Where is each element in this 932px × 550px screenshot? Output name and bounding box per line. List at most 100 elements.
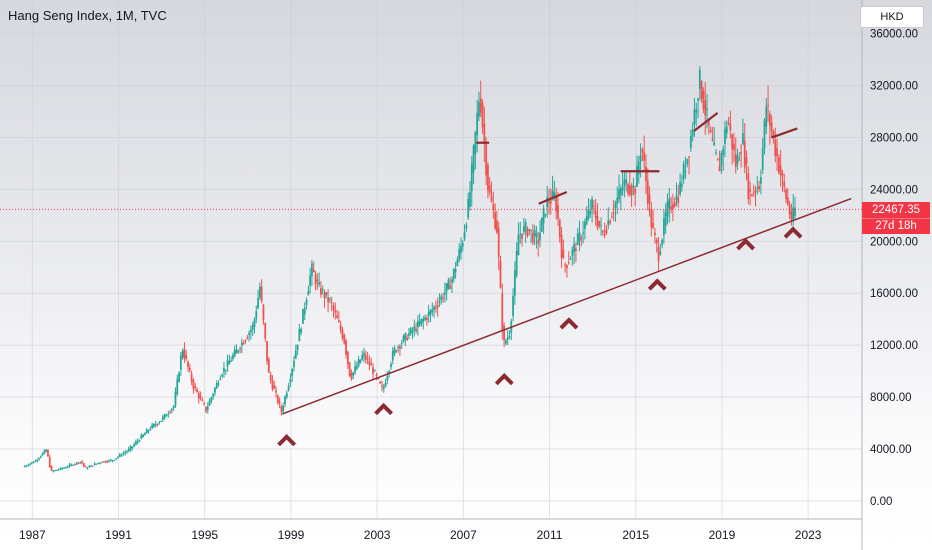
candle-body xyxy=(535,233,538,238)
candle-body xyxy=(224,369,227,371)
candle-body xyxy=(382,386,385,390)
candle-body xyxy=(88,466,91,468)
candle-body xyxy=(575,248,577,251)
candle-body xyxy=(724,128,726,145)
candle-body xyxy=(108,460,110,462)
candle-body xyxy=(425,317,428,320)
candle-body xyxy=(440,296,443,301)
candle-body xyxy=(666,201,669,217)
candle-body xyxy=(745,156,748,165)
candle-body xyxy=(30,462,33,464)
candle-body xyxy=(632,185,635,188)
candle-body xyxy=(752,192,755,194)
candle-body xyxy=(763,120,766,149)
candle-body xyxy=(246,337,249,339)
candle-body xyxy=(327,297,329,303)
candle-body xyxy=(709,129,712,132)
candle-body xyxy=(314,274,317,285)
candle-body xyxy=(456,259,459,266)
candle-body xyxy=(594,210,597,219)
candle-body xyxy=(531,233,534,243)
candle-body xyxy=(506,337,509,341)
candle-body xyxy=(776,148,778,157)
candle-body xyxy=(551,190,554,200)
candle-body xyxy=(296,344,299,350)
candle-body xyxy=(27,465,30,467)
candle-body xyxy=(636,166,638,187)
candle-body xyxy=(215,382,218,389)
x-tick-label: 2019 xyxy=(709,528,736,542)
x-tick-label: 2023 xyxy=(795,528,822,542)
candle-body xyxy=(487,164,489,191)
candle-body xyxy=(178,372,180,382)
candle-body xyxy=(400,343,403,345)
candle-body xyxy=(142,434,145,437)
currency-button[interactable]: HKD xyxy=(860,6,924,28)
pivot-up-marker xyxy=(783,226,803,239)
candle-body xyxy=(302,308,304,324)
candle-body xyxy=(257,298,259,309)
candle-body xyxy=(670,206,673,210)
y-tick-label: 32000.00 xyxy=(870,81,918,93)
candle-body xyxy=(463,232,466,240)
candle-body xyxy=(242,342,245,345)
candle-body xyxy=(663,218,665,236)
candle-body xyxy=(634,188,637,194)
pivot-up-marker xyxy=(374,402,394,416)
candle-body xyxy=(381,385,383,387)
candle-body xyxy=(761,148,764,170)
candle-body xyxy=(124,452,127,454)
candle-body xyxy=(111,460,114,462)
pivot-up-marker xyxy=(647,278,667,291)
candle-body xyxy=(605,229,608,234)
candle-body xyxy=(373,370,376,372)
candle-body xyxy=(145,429,148,434)
candle-body xyxy=(386,376,389,381)
candle-body xyxy=(244,340,247,342)
candle-body xyxy=(181,350,184,358)
candle-body xyxy=(348,362,351,376)
candle-body xyxy=(194,386,197,388)
x-tick-label: 2015 xyxy=(622,528,649,542)
candle-body xyxy=(461,243,464,247)
candle-body xyxy=(48,456,51,468)
candle-body xyxy=(390,363,392,368)
candle-body xyxy=(187,361,189,368)
candle-body xyxy=(747,173,750,200)
candle-body xyxy=(59,467,62,470)
candle-body xyxy=(645,166,647,181)
candle-body xyxy=(375,374,378,376)
candle-body xyxy=(169,412,171,414)
candle-body xyxy=(564,264,567,266)
candle-body xyxy=(695,109,698,113)
candle-body xyxy=(587,209,590,219)
resistance-line xyxy=(538,191,568,205)
candle-body xyxy=(637,162,640,175)
pivot-up-marker xyxy=(277,434,297,447)
candle-body xyxy=(350,373,353,379)
candle-body xyxy=(280,406,283,412)
candle-body xyxy=(567,262,570,264)
candle-body xyxy=(758,185,760,190)
candle-body xyxy=(580,237,583,240)
candle-body xyxy=(673,201,676,207)
candle-body xyxy=(526,229,529,236)
bar-countdown: 27d 18h xyxy=(862,218,930,234)
candle-body xyxy=(740,151,743,154)
candle-body xyxy=(476,112,479,136)
x-tick-label: 2007 xyxy=(450,528,477,542)
candle-body xyxy=(285,392,288,398)
y-tick-label: 20000.00 xyxy=(870,236,918,248)
candle-body xyxy=(397,346,400,349)
candle-body xyxy=(659,251,662,255)
candle-body xyxy=(66,466,69,468)
candle-body xyxy=(743,140,746,168)
candle-body xyxy=(530,229,532,231)
candle-body xyxy=(334,310,337,313)
candle-body xyxy=(117,456,119,458)
candle-body xyxy=(86,468,89,470)
candle-body xyxy=(328,299,331,301)
candle-body xyxy=(406,337,409,341)
